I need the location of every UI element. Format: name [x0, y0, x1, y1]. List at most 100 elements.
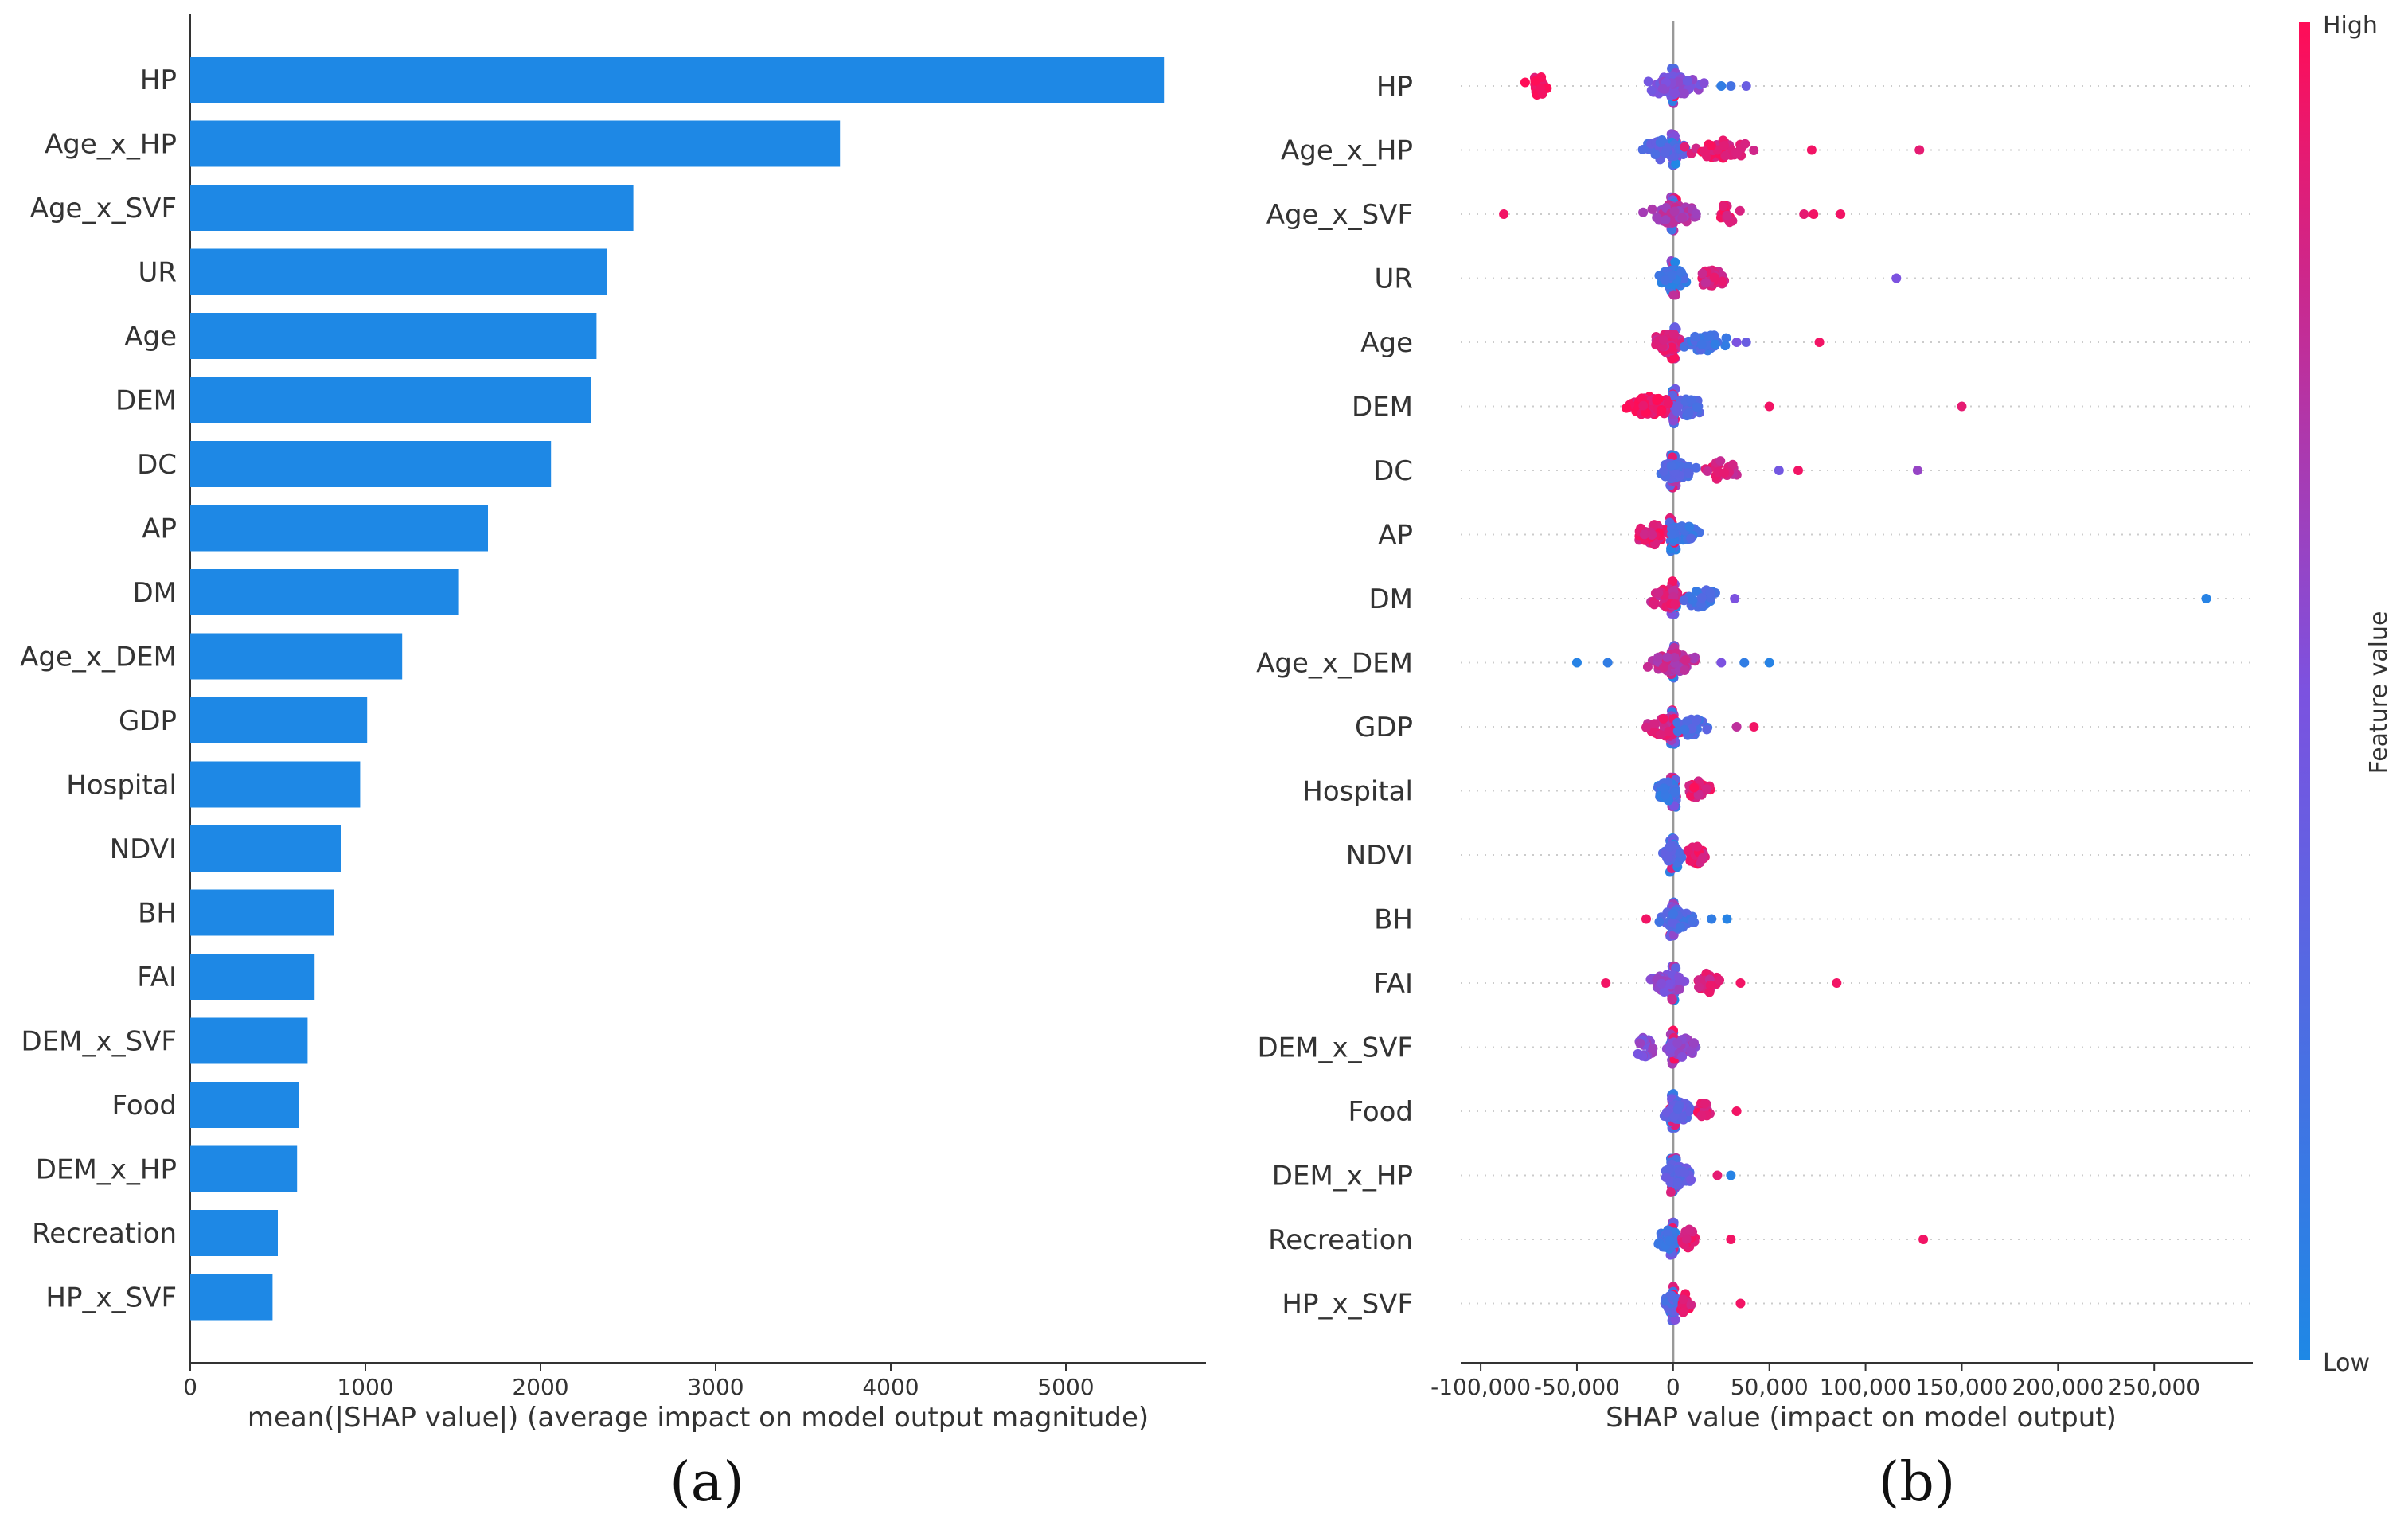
beeswarm-point [1664, 726, 1674, 736]
beeswarm-point [1704, 987, 1715, 997]
beeswarm-category-label: Recreation [1268, 1224, 1413, 1256]
beeswarm-point [1700, 1099, 1710, 1109]
beeswarm-x-tick-label: 200,000 [2012, 1374, 2104, 1400]
beeswarm-point [1637, 144, 1648, 154]
beeswarm-point [1691, 209, 1701, 219]
beeswarm-category-label: AP [1378, 520, 1413, 552]
bar-DEM_x_HP [190, 1145, 298, 1192]
beeswarm-outlier-point [1707, 914, 1717, 924]
beeswarm-point [1633, 1048, 1643, 1059]
beeswarm-point [1722, 210, 1732, 220]
beeswarm-outlier-point [1726, 1170, 1736, 1180]
beeswarm-point [1719, 468, 1730, 478]
bar-category-label: BH [138, 898, 177, 930]
beeswarm-point [1677, 1052, 1688, 1062]
beeswarm-point [1669, 330, 1680, 340]
beeswarm-point [1675, 849, 1685, 859]
bar-category-label: Food [111, 1090, 177, 1122]
beeswarm-category-label: DEM_x_SVF [1257, 1032, 1413, 1064]
beeswarm-point [1673, 401, 1684, 412]
beeswarm-category-label: UR [1374, 263, 1413, 295]
bar-DEM_x_SVF [190, 1017, 308, 1064]
beeswarm-point [1670, 257, 1680, 267]
beeswarm-point [1684, 408, 1694, 418]
beeswarm-point [1641, 722, 1651, 732]
beeswarm-point [1670, 599, 1680, 609]
beeswarm-outlier-point [1571, 658, 1582, 668]
beeswarm-category-label: DEM [1352, 392, 1413, 423]
bar-Age_x_HP [190, 120, 841, 167]
beeswarm-point [1686, 1300, 1696, 1310]
beeswarm-point [1710, 339, 1720, 349]
beeswarm-point [1669, 653, 1680, 663]
beeswarm-outlier-point [1731, 1106, 1742, 1116]
beeswarm-point [1684, 521, 1695, 532]
beeswarm-point [1688, 654, 1699, 664]
bar-category-label: Hospital [66, 770, 177, 802]
bar-category-label: Age [124, 321, 177, 353]
beeswarm-point [1684, 1224, 1694, 1235]
beeswarm-point [1719, 140, 1730, 150]
beeswarm-outlier-point [1741, 81, 1751, 91]
beeswarm-outlier-point [1726, 1235, 1736, 1244]
beeswarm-outlier-point [1602, 658, 1613, 668]
panel-a-label: (a) [669, 1451, 744, 1514]
beeswarm-point [1669, 88, 1680, 98]
beeswarm-point [1668, 909, 1678, 919]
bar-Recreation [190, 1210, 278, 1256]
beeswarm-point [1680, 724, 1690, 735]
bar-Hospital [190, 761, 361, 808]
beeswarm-point [1666, 1187, 1676, 1197]
beeswarm-point [1672, 717, 1683, 728]
bar-category-label: AP [142, 513, 177, 545]
beeswarm-point [1680, 1168, 1690, 1178]
bar-x-tick-label: 3000 [687, 1374, 743, 1400]
beeswarm-category-label: HP [1376, 71, 1413, 103]
beeswarm-outlier-point [1716, 658, 1727, 668]
beeswarm-outlier-point [1806, 145, 1817, 155]
bar-category-label: DEM_x_HP [36, 1154, 177, 1186]
beeswarm-point [1660, 275, 1670, 286]
beeswarm-point [1667, 342, 1677, 353]
beeswarm-category-label: GDP [1355, 712, 1413, 743]
beeswarm-x-tick-label: -100,000 [1430, 1374, 1531, 1400]
beeswarm-category-label: Hospital [1302, 776, 1413, 808]
bar-category-label: GDP [119, 705, 177, 737]
beeswarm-outlier-point [1731, 722, 1742, 732]
beeswarm-point [1686, 790, 1696, 801]
beeswarm-point [1698, 853, 1708, 863]
bar-chart-x-axis-title: mean(|SHAP value|) (average impact on mo… [248, 1402, 1149, 1434]
beeswarm-outlier-point [1735, 1298, 1746, 1309]
beeswarm-point [1709, 272, 1719, 283]
beeswarm-point [1663, 1165, 1673, 1175]
beeswarm-category-label: HP_x_SVF [1282, 1289, 1413, 1321]
beeswarm-point [1749, 145, 1759, 155]
beeswarm-point [1649, 599, 1660, 610]
beeswarm-category-label: Food [1348, 1096, 1413, 1128]
beeswarm-point [1660, 148, 1670, 158]
beeswarm-point [1667, 993, 1677, 1004]
beeswarm-point [1646, 85, 1657, 96]
beeswarm-point [1662, 652, 1672, 662]
bar-chart-x-ticks: 0 1000 2000 3000 4000 5000 [183, 1363, 1095, 1400]
beeswarm-point [1672, 1038, 1683, 1048]
beeswarm-point [1700, 278, 1711, 288]
beeswarm-point [1650, 149, 1661, 159]
beeswarm-outlier-point [1814, 338, 1825, 347]
beeswarm-point [1665, 841, 1675, 852]
beeswarm-point [1720, 150, 1731, 161]
beeswarm-point [1665, 1235, 1675, 1246]
beeswarm-point [1691, 462, 1701, 473]
beeswarm-category-label: DEM_x_HP [1272, 1161, 1413, 1192]
beeswarm-panel: HP Age_x_HP Age_x_SVF UR Age DEM DC AP DM Age_x_D… [1256, 12, 2393, 1514]
beeswarm-x-axis-title: SHAP value (impact on model output) [1606, 1402, 2117, 1434]
beeswarm-point [1659, 783, 1669, 794]
beeswarm-outlier-point [1741, 338, 1751, 347]
beeswarm-point [1689, 782, 1700, 793]
beeswarm-point [1671, 158, 1681, 169]
beeswarm-point [1664, 979, 1674, 989]
beeswarm-point [1661, 1107, 1672, 1118]
beeswarm-point [1700, 146, 1711, 156]
beeswarm-point [1696, 593, 1707, 603]
beeswarm-point [1691, 586, 1701, 596]
